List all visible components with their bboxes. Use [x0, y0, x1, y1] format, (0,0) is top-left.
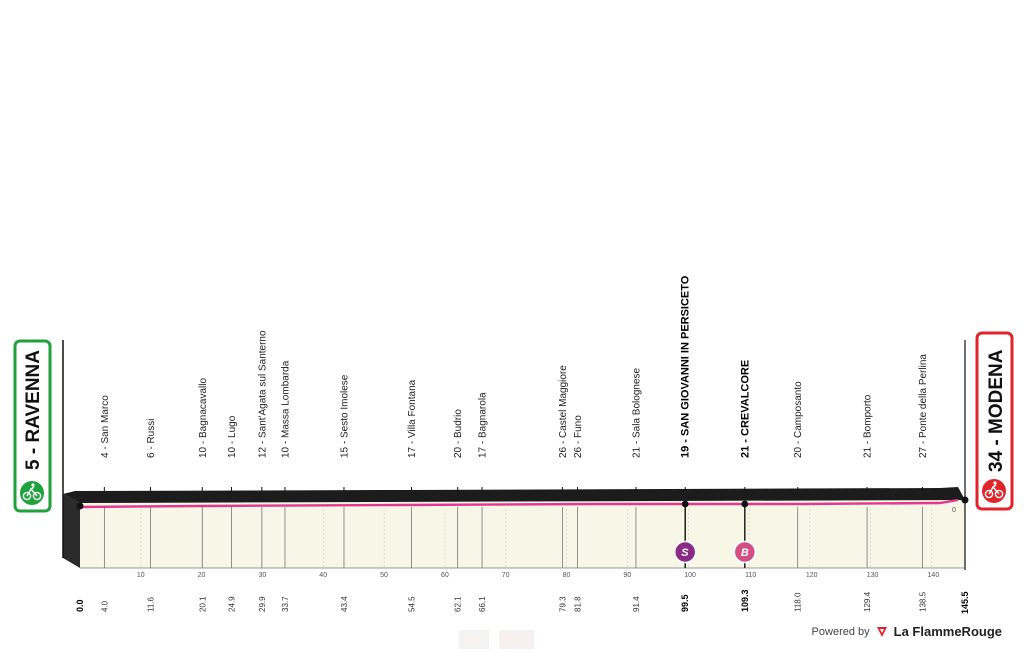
- axis-tick-label: 70: [502, 572, 510, 579]
- axis-tick-label: 90: [623, 572, 631, 579]
- axis-tick-label: 130: [867, 572, 879, 579]
- waypoint-label: 10 - Lugo: [227, 415, 238, 458]
- waypoint-label: 15 - Sesto Imolese: [339, 374, 350, 458]
- waypoint-km-label: 24.9: [227, 596, 236, 612]
- waypoint-km-label: 91.4: [632, 596, 641, 612]
- powered-by: Powered by La FlammeRouge: [812, 624, 1002, 639]
- waypoint-label: 21 - CREVALCORE: [739, 360, 751, 458]
- waypoint-label: 20 - Camposanto: [793, 381, 804, 458]
- finish-km-label: 145.5: [960, 591, 970, 614]
- waypoints: 4 - San Marco 4.0 6 - Russi 11.6 10 - Bagnac…: [100, 275, 929, 612]
- waypoint-label: 17 - Bagnarola: [478, 392, 489, 458]
- axis-tick-label: 40: [319, 572, 327, 579]
- waypoint-km-label: 66.1: [478, 596, 487, 612]
- waypoint-km-label: 99.5: [680, 594, 690, 612]
- start-city-label: 5 - RAVENNA: [23, 350, 44, 470]
- waypoint-label: 21 - Bomporto: [863, 394, 874, 458]
- profile-ridge: [63, 487, 965, 503]
- waypoint-label: 12 - Sant'Agata sul Santerno: [257, 330, 268, 458]
- cyclist-start-icon: [20, 481, 44, 505]
- bonus-badge-dot: [741, 500, 749, 508]
- route-line: [79, 498, 959, 509]
- cyclist-finish-icon: [982, 479, 1006, 503]
- waypoint-km-label: 20.1: [198, 596, 207, 612]
- axis-tick-label: 140: [928, 572, 940, 579]
- finish-dot: [961, 496, 969, 504]
- waypoint-km-label: 11.6: [147, 596, 156, 612]
- axis-tick-label: 20: [198, 572, 206, 579]
- waypoint-km-label: 43.4: [340, 596, 349, 612]
- waypoint-label: 26 - Castel Maggiore: [558, 365, 569, 458]
- axis-tick-label: 30: [258, 572, 266, 579]
- axis-tick-label: 60: [441, 572, 449, 579]
- waypoint-km-label: 79.3: [558, 596, 567, 612]
- start-badge: 5 - RAVENNA: [13, 339, 52, 513]
- waypoint-km-label: 54.5: [407, 596, 416, 612]
- axis-tick-label: 100: [684, 572, 696, 579]
- waypoint-label: 4 - San Marco: [100, 395, 111, 458]
- bonus-badge-letter: B: [741, 547, 749, 559]
- axis-tick-label: 120: [806, 572, 818, 579]
- waypoint-km-label: 109.3: [740, 589, 750, 612]
- finish-city-label: 34 - MODENA: [986, 349, 1007, 472]
- finish-badge: 34 - MODENA: [975, 331, 1014, 511]
- axis-tick-label: 110: [745, 572, 756, 579]
- sprint-badge-letter: S: [681, 547, 689, 559]
- waypoint-km-label: 33.7: [281, 596, 290, 612]
- waypoint-label: 21 - Sala Bolognese: [631, 367, 642, 458]
- waypoint-label: 10 - Bagnacavallo: [198, 378, 209, 458]
- waypoint-label: 17 - Villa Fontana: [407, 379, 418, 458]
- waypoint-label: 26 - Funo: [573, 415, 584, 458]
- axis-tick-label: 80: [563, 572, 571, 579]
- bonus-badge-icon: [733, 540, 757, 564]
- waypoint-km-label: 29.9: [258, 596, 267, 612]
- waypoint-km-label: 129.4: [863, 591, 872, 612]
- waypoint-km-label: 138.5: [918, 591, 927, 612]
- flamme-rouge-logo-icon: [876, 626, 887, 637]
- waypoint-km-label: 81.8: [574, 596, 583, 612]
- axis-ticks: 10 20 30 40 50 60 70 80 90 100 110 120 130 140: [137, 509, 940, 579]
- waypoint-label: 20 - Budrio: [453, 409, 464, 458]
- waypoint-label: 19 - SAN GIOVANNI IN PERSICETO: [680, 275, 692, 458]
- start-dot: [76, 502, 84, 510]
- waypoint-km-label: 62.1: [454, 596, 463, 612]
- waypoint-label: 6 - Russi: [146, 419, 157, 458]
- axis-tick-label: 10: [137, 572, 145, 579]
- powered-by-label: Powered by: [811, 625, 870, 638]
- waypoint-km-label: 4.0: [100, 600, 109, 612]
- axis-tick-label: 50: [380, 572, 388, 579]
- end-marker-label: 0: [952, 507, 956, 514]
- sprint-badge-dot: [681, 500, 689, 508]
- map-thumbnail: [459, 630, 534, 649]
- profile-side: [63, 494, 80, 568]
- brand-label: La FlammeRouge: [893, 624, 1002, 639]
- sprint-badge-icon: [673, 540, 697, 564]
- waypoint-km-label: 118.0: [794, 592, 803, 612]
- waypoint-label: 10 - Massa Lombarda: [280, 360, 291, 458]
- start-km-label: 0.0: [75, 599, 85, 612]
- waypoint-label: 27 - Ponte della Perlina: [918, 354, 929, 458]
